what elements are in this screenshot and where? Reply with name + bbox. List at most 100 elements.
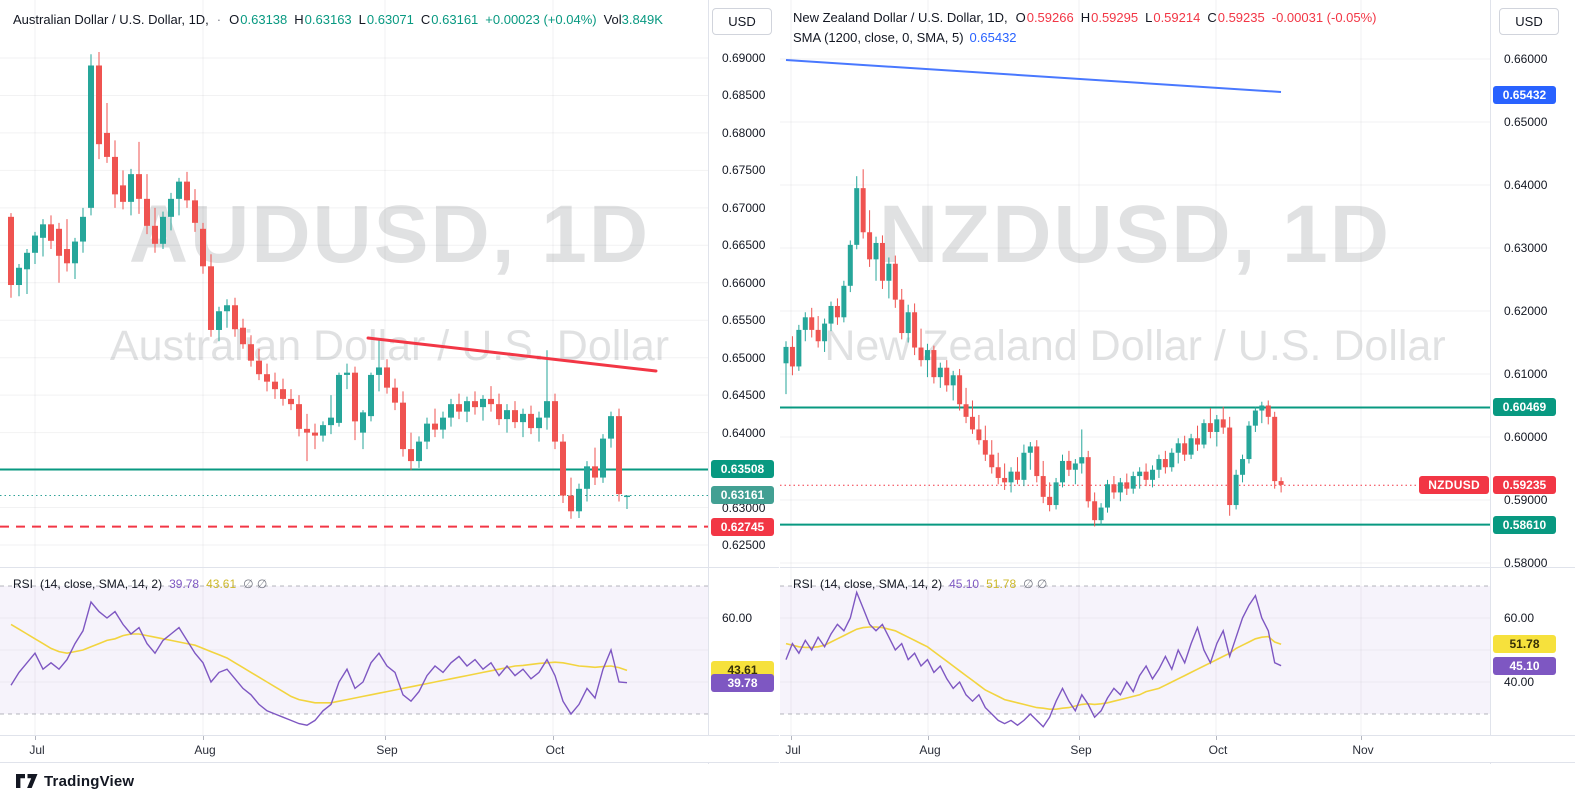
rsi-value: 39.78: [169, 577, 200, 591]
price-axis-label: 0.62500: [722, 538, 766, 552]
time-axis-tick: [1361, 736, 1362, 740]
rsi-legend-nzdusd: RSI (14, close, SMA, 14, 2) 45.10 51.78 …: [793, 577, 1047, 591]
time-axis-tick: [35, 736, 36, 740]
chart-canvas[interactable]: [0, 0, 708, 763]
price-axis-label: 0.58000: [1504, 556, 1548, 570]
rsi-line: [785, 590, 1282, 728]
rsi-title[interactable]: RSI: [13, 577, 34, 591]
price-axis-label: 0.61000: [1504, 367, 1548, 381]
sma-value: 0.65432: [969, 30, 1017, 45]
price-line-symbol-tag[interactable]: NZDUSD: [1419, 476, 1489, 495]
rsi-empty-values: ∅ ∅: [243, 577, 268, 591]
change-value: -0.00031 (-0.05%): [1271, 10, 1377, 25]
rsi-axis-label: 40.00: [1504, 675, 1535, 689]
price-axis-label: 0.66000: [722, 275, 766, 290]
price-lines: [780, 406, 1490, 526]
sma-1200-line[interactable]: [785, 59, 1282, 93]
ohlc-field: O 0.63138: [229, 12, 288, 27]
symbol-title[interactable]: Australian Dollar / U.S. Dollar, 1D,: [13, 12, 209, 27]
time-axis-nzdusd[interactable]: Jul Aug Sep Oct Nov: [780, 735, 1575, 763]
time-axis-month-label: Oct: [1208, 743, 1228, 757]
price-axis-label: 0.65000: [722, 350, 766, 365]
rsi-ma-line: [785, 626, 1282, 711]
time-axis-tick: [385, 736, 386, 740]
price-badge: 0.65432: [1493, 85, 1556, 104]
price-axis-audusd[interactable]: 0.69000 0.68500 0.68000 0.67500 0.67000 0.665…: [708, 0, 780, 764]
rsi-legend-audusd: RSI (14, close, SMA, 14, 2) 39.78 43.61 …: [13, 577, 267, 591]
pane-divider[interactable]: [0, 567, 779, 568]
price-badge: 0.63508: [711, 460, 774, 479]
ohlc-field: O 0.59266: [1015, 10, 1074, 25]
time-axis-tick: [791, 736, 792, 740]
time-axis-month-label: Jul: [785, 743, 801, 757]
rsi-value: 45.10: [949, 577, 980, 591]
time-axis-month-label: Sep: [376, 743, 398, 757]
time-axis-month-label: Sep: [1070, 743, 1092, 757]
price-axis-nzdusd[interactable]: 0.66000 0.65000 0.64000 0.63000 0.62000 0.610…: [1490, 0, 1562, 764]
price-axis-label: 0.67000: [722, 200, 766, 215]
rsi-axis-label: 60.00: [1504, 611, 1535, 625]
symbol-title[interactable]: New Zealand Dollar / U.S. Dollar, 1D,: [793, 10, 1008, 25]
price-axis-label: 0.62000: [1504, 304, 1548, 318]
price-axis-label: 0.60000: [1504, 430, 1548, 444]
time-axis-tick: [553, 736, 554, 740]
price-badge: 0.59235: [1493, 476, 1556, 495]
currency-button-nzdusd[interactable]: USD: [1499, 8, 1559, 35]
candles: [783, 169, 1284, 527]
descending-trendline[interactable]: [366, 336, 658, 373]
sma-label[interactable]: SMA (1200, close, 0, SMA, 5): [793, 30, 964, 45]
price-axis-label: 0.64000: [722, 425, 766, 440]
candles: [8, 52, 630, 519]
time-axis-tick: [203, 736, 204, 740]
price-chart-area-nzdusd[interactable]: NZDUSD: [780, 0, 1490, 764]
price-axis-label: 0.65000: [1504, 115, 1548, 129]
chart-panel-nzdusd: NZDUSD, 1D New Zealand Dollar / U.S. Dol…: [779, 0, 1575, 764]
chart-panel-audusd: AUDUSD, 1D Australian Dollar / U.S. Doll…: [0, 0, 780, 764]
ohlc-field: L 0.59214: [1145, 10, 1201, 25]
time-axis-tick: [1216, 736, 1217, 740]
rsi-ma-value: 51.78: [986, 577, 1017, 591]
chart-canvas[interactable]: [780, 0, 1490, 763]
rsi-title[interactable]: RSI: [793, 577, 814, 591]
rsi-params: (14, close, SMA, 14, 2): [820, 577, 943, 591]
currency-button-audusd[interactable]: USD: [712, 8, 772, 35]
rsi-band: [0, 586, 708, 714]
price-axis-label: 0.68000: [722, 125, 766, 140]
tradingview-logo[interactable]: TradingView: [16, 773, 134, 790]
price-badge: 0.63161: [711, 486, 774, 505]
price-axis-label: 0.66000: [1504, 52, 1548, 66]
time-axis-tick: [928, 736, 929, 740]
time-axis-month-label: Jul: [29, 743, 45, 757]
price-axis-label: 0.66500: [722, 238, 766, 253]
grid: [780, 0, 1490, 735]
volume-value: Vol3.849K: [603, 12, 663, 27]
ohlc-field: L 0.63071: [358, 12, 414, 27]
ohlc-values: O 0.59266 H 0.59295 L 0.59214 C 0.59235 -0.00031…: [1016, 10, 1384, 25]
ohlc-field: H 0.63163: [294, 12, 352, 27]
ohlc-field: C 0.63161: [420, 12, 479, 27]
time-axis-audusd[interactable]: Jul Aug Sep Oct: [0, 735, 779, 763]
price-chart-area-audusd[interactable]: [0, 0, 708, 764]
time-axis-month-label: Oct: [545, 743, 565, 757]
rsi-ma-value: 43.61: [206, 577, 237, 591]
price-badge: 0.60469: [1493, 398, 1556, 417]
time-axis-tick: [1079, 736, 1080, 740]
price-axis-label: 0.59000: [1504, 493, 1548, 507]
price-axis-label: 0.65500: [722, 313, 766, 328]
sma-indicator-row: SMA (1200, close, 0, SMA, 5) 0.65432: [793, 30, 1017, 45]
rsi-params: (14, close, SMA, 14, 2): [40, 577, 163, 591]
price-axis-label: 0.64000: [1504, 178, 1548, 192]
price-axis-label: 0.63000: [1504, 241, 1548, 255]
ohlc-field: C 0.59235: [1207, 10, 1265, 25]
ohlc-field: H 0.59295: [1080, 10, 1139, 25]
symbol-header-audusd: Australian Dollar / U.S. Dollar, 1D, · O…: [13, 12, 663, 27]
price-badge: 0.62745: [711, 517, 774, 536]
price-axis-label: 0.64500: [722, 388, 766, 403]
price-axis-label: 0.69000: [722, 51, 766, 65]
pane-divider[interactable]: [780, 567, 1575, 568]
header-separator-dot: ·: [216, 12, 222, 27]
time-axis-month-label: Nov: [1352, 743, 1374, 757]
price-axis-label: 0.68500: [722, 88, 766, 103]
rsi-axis-label: 60.00: [722, 611, 753, 625]
